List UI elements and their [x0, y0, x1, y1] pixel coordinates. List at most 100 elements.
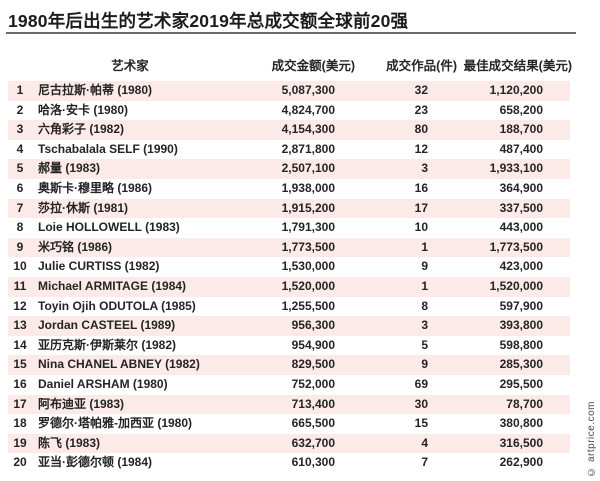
- cell-artist: 尼古拉斯·帕蒂 (1980): [38, 83, 153, 97]
- cell-best: 423,000: [499, 259, 543, 274]
- table-row: 15 Nina CHANEL ABNEY (1982) 829,500 9 285,30…: [8, 355, 570, 375]
- cell-works: 8: [421, 298, 428, 313]
- table-row: 5 郝量 (1983) 2,507,100 3 1,933,100: [8, 159, 570, 179]
- cell-best: 443,000: [499, 220, 543, 235]
- cell-amount: 829,500: [291, 357, 335, 372]
- cell-works: 10: [414, 220, 428, 235]
- table-row: 7 莎拉·休斯 (1981) 1,915,200 17 337,500: [8, 198, 570, 219]
- cell-rank: 13: [13, 318, 27, 333]
- cell-artist: 哈洛·安卡 (1980): [38, 102, 129, 117]
- cell-rank: 16: [13, 376, 27, 391]
- title-rule: [6, 32, 576, 34]
- cell-artist: Daniel ARSHAM (1980): [38, 376, 168, 391]
- cell-rank: 17: [13, 396, 27, 411]
- cell-works: 3: [421, 318, 428, 333]
- page-title: 1980年后出生的艺术家2019年总成交额全球前20强: [8, 11, 409, 31]
- cell-amount: 1,255,500: [281, 298, 335, 313]
- cell-rank: 20: [13, 455, 27, 470]
- table-row: 10 Julie CURTISS (1982) 1,530,000 9 423,000: [8, 257, 570, 277]
- cell-rank: 2: [16, 102, 24, 117]
- table-row: 16 Daniel ARSHAM (1980) 752,000 69 295,500: [8, 375, 570, 395]
- cell-best: 658,200: [499, 102, 543, 117]
- cell-works: 69: [414, 376, 428, 391]
- cell-works: 12: [414, 141, 428, 156]
- cell-rank: 1: [16, 83, 24, 97]
- cell-amount: 1,520,000: [281, 278, 335, 293]
- cell-best: 295,500: [499, 376, 543, 391]
- cell-rank: 11: [13, 278, 27, 293]
- cell-rank: 3: [16, 122, 24, 137]
- cell-best: 1,520,000: [489, 278, 543, 293]
- cell-rank: 6: [16, 180, 24, 195]
- cell-works: 23: [414, 102, 428, 117]
- table-row: 6 奥斯卡·穆里略 (1986) 1,938,000 16 364,900: [8, 179, 570, 199]
- cell-rank: 9: [16, 239, 24, 254]
- cell-amount: 1,530,000: [281, 259, 335, 274]
- cell-artist: 六角彩子 (1982): [38, 122, 125, 137]
- cell-rank: 7: [16, 200, 24, 215]
- cell-rank: 5: [16, 161, 24, 176]
- table-row: 11 Michael ARMITAGE (1984) 1,520,000 1 1,520…: [8, 276, 570, 297]
- cell-artist: Toyin Ojih ODUTOLA (1985): [38, 298, 196, 313]
- cell-works: 16: [414, 180, 428, 195]
- cell-works: 9: [421, 259, 428, 274]
- cell-artist: 罗德尔·塔帕雅-加西亚 (1980): [38, 416, 193, 431]
- column-header-works: 成交作品(件): [386, 59, 457, 73]
- cell-artist: 莎拉·休斯 (1981): [38, 200, 129, 215]
- cell-artist: Jordan CASTEEL (1989): [38, 318, 176, 333]
- cell-artist: 亚历克斯·伊斯莱尔 (1982): [38, 337, 177, 352]
- cell-works: 30: [414, 396, 428, 411]
- cell-best: 598,800: [499, 337, 543, 352]
- cell-works: 4: [421, 435, 428, 450]
- column-header-best: 最佳成交结果(美元): [463, 59, 572, 73]
- column-header-amount: 成交金额(美元): [271, 59, 355, 73]
- cell-best: 1,120,200: [489, 83, 543, 97]
- cell-best: 285,300: [499, 357, 543, 372]
- cell-amount: 1,938,000: [281, 180, 335, 195]
- cell-rank: 12: [13, 298, 27, 313]
- cell-amount: 2,871,800: [281, 141, 335, 156]
- cell-amount: 665,500: [291, 416, 335, 431]
- cell-amount: 2,507,100: [281, 161, 335, 176]
- table-row: 8 Loie HOLLOWELL (1983) 1,791,300 10 443,000: [8, 218, 570, 238]
- cell-artist: 亚当·彭德尔顿 (1984): [38, 455, 153, 470]
- cell-best: 393,800: [499, 318, 543, 333]
- cell-best: 487,400: [499, 141, 543, 156]
- table-row: 12 Toyin Ojih ODUTOLA (1985) 1,255,500 8 597…: [8, 297, 570, 317]
- cell-amount: 4,154,300: [281, 122, 335, 137]
- cell-artist: Julie CURTISS (1982): [38, 259, 160, 274]
- cell-amount: 956,300: [291, 318, 335, 333]
- cell-amount: 632,700: [291, 435, 335, 450]
- table-row: 2 哈洛·安卡 (1980) 4,824,700 23 658,200: [8, 101, 570, 121]
- cell-best: 380,800: [499, 416, 543, 431]
- table-row: 14 亚历克斯·伊斯莱尔 (1982) 954,900 5 598,800: [8, 336, 570, 356]
- cell-rank: 8: [16, 220, 24, 235]
- cell-amount: 4,824,700: [281, 102, 335, 117]
- column-header-artist: 艺术家: [111, 59, 149, 73]
- cell-works: 9: [421, 357, 428, 372]
- table-body: 1 尼古拉斯·帕蒂 (1980) 5,087,300 32 1,120,200 2 哈洛·安…: [8, 81, 570, 473]
- cell-best: 337,500: [499, 200, 543, 215]
- cell-rank: 10: [13, 259, 27, 274]
- cell-amount: 1,773,500: [281, 239, 335, 254]
- cell-rank: 18: [13, 416, 27, 431]
- cell-amount: 1,915,200: [281, 200, 335, 215]
- cell-best: 78,700: [506, 396, 543, 411]
- cell-rank: 14: [13, 337, 27, 352]
- cell-works: 7: [421, 455, 428, 470]
- cell-works: 32: [414, 83, 428, 97]
- cell-works: 3: [421, 161, 428, 176]
- cell-artist: Nina CHANEL ABNEY (1982): [38, 357, 200, 372]
- table-row: 20 亚当·彭德尔顿 (1984) 610,300 7 262,900: [8, 453, 570, 473]
- table-row: 4 Tschabalala SELF (1990) 2,871,800 12 487,4…: [8, 140, 570, 160]
- cell-best: 1,933,100: [489, 161, 543, 176]
- cell-rank: 4: [16, 141, 24, 156]
- cell-artist: 奥斯卡·穆里略 (1986): [38, 180, 153, 195]
- cell-best: 597,900: [499, 298, 543, 313]
- cell-artist: Tschabalala SELF (1990): [38, 141, 178, 156]
- cell-artist: Michael ARMITAGE (1984): [38, 278, 187, 293]
- cell-best: 1,773,500: [489, 239, 543, 254]
- cell-amount: 713,400: [291, 396, 335, 411]
- cell-artist: Loie HOLLOWELL (1983): [38, 220, 180, 235]
